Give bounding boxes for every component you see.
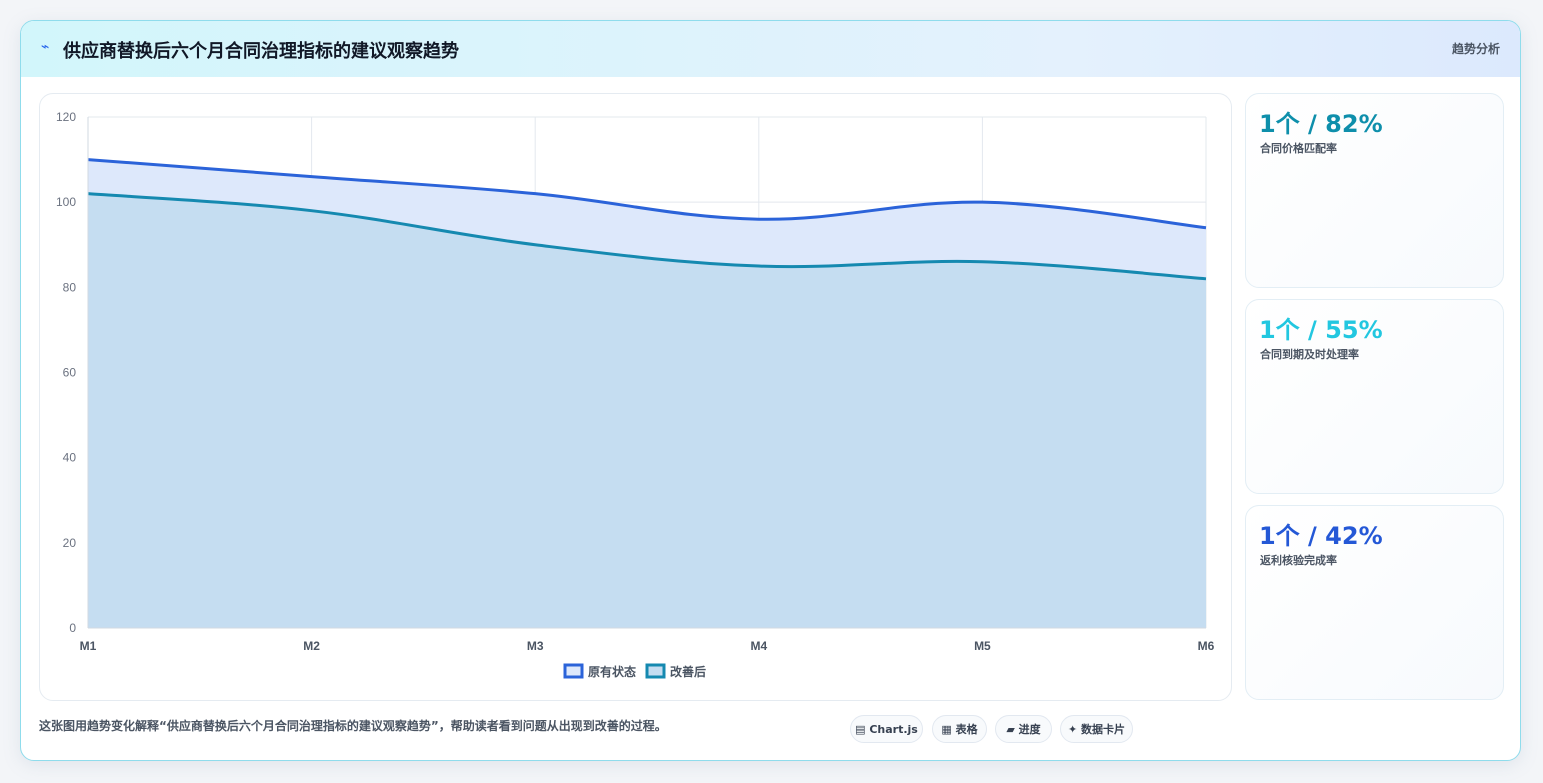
series-area-1 [88,193,1206,628]
stat-card-rebate-verification: 1个 / 42% 返利核验完成率 [1245,505,1504,700]
tag-chartjs[interactable]: ▤ Chart.js [850,715,923,743]
stat-card-price-match: 1个 / 82% 合同价格匹配率 [1245,93,1504,288]
legend-label: 原有状态 [588,664,636,679]
legend-label: 改善后 [670,664,706,679]
stat-label: 合同价格匹配率 [1260,142,1337,155]
y-tick-label: 0 [69,621,76,635]
page-title: 供应商替换后六个月合同治理指标的建议观察趋势 [63,41,459,62]
x-tick-label: M4 [750,639,767,653]
y-tick-label: 100 [56,195,76,209]
y-tick-label: 20 [63,536,77,550]
area-chart: 0 20 40 60 80 100 120 M1 M2 M3 M4 M5 M6 原有状态 改善后 [56,110,1215,679]
legend-swatch [563,663,584,679]
tag-data-card[interactable]: ✦ 数据卡片 [1060,715,1133,743]
y-tick-label: 60 [63,366,77,380]
y-tick-label: 80 [63,280,77,294]
chart-panel: 0 20 40 60 80 100 120 M1 M2 M3 M4 M5 M6 原有状态 改善后 [39,93,1232,701]
stat-label: 合同到期及时处理率 [1260,348,1359,361]
series-line-1 [87,192,1207,281]
y-tick-label: 120 [56,110,76,124]
category-badge: 趋势分析 [1451,42,1500,56]
x-tick-label: M5 [974,639,991,653]
x-tick-label: M2 [303,639,320,653]
stat-value: 1个 / 42% [1259,522,1383,550]
stat-label: 返利核验完成率 [1260,554,1337,567]
x-tick-label: M6 [1198,639,1215,653]
y-tick-label: 40 [63,451,77,465]
x-tick-label: M1 [80,639,97,653]
tag-progress[interactable]: ▰ 进度 [995,715,1052,743]
card-header: ⌁ 供应商替换后六个月合同治理指标的建议观察趋势 趋势分析 [21,21,1520,77]
legend-swatch [645,663,666,679]
series-line-0 [87,158,1207,230]
trend-icon: ⌁ [41,39,50,55]
stat-value: 1个 / 82% [1259,110,1383,138]
x-tick-label: M3 [527,639,544,653]
stat-value: 1个 / 55% [1259,316,1383,344]
main-card: ⌁ 供应商替换后六个月合同治理指标的建议观察趋势 趋势分析 0 20 40 60 80 1… [20,20,1521,761]
tag-table[interactable]: ▦ 表格 [932,715,987,743]
chart-description: 这张图用趋势变化解释“供应商替换后六个月合同治理指标的建议观察趋势”，帮助读者看… [39,719,667,733]
stat-card-expiry-handling: 1个 / 55% 合同到期及时处理率 [1245,299,1504,494]
